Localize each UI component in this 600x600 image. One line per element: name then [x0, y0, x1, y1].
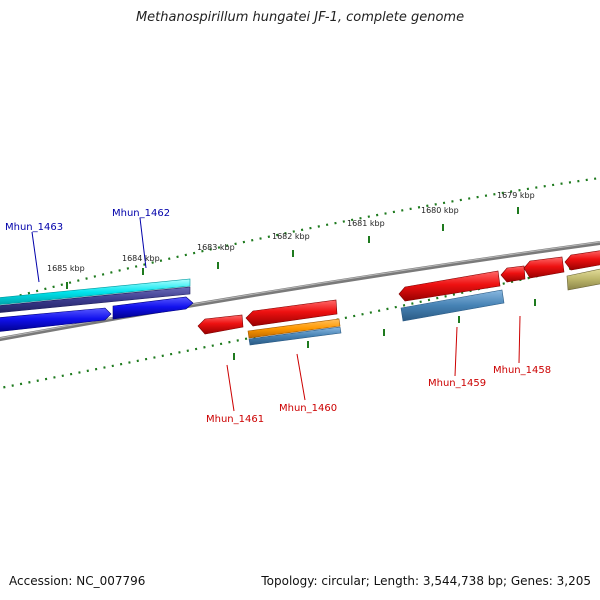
forward-leader-lines [31, 217, 147, 283]
tick-label-1679: 1679 kbp [497, 191, 535, 200]
cds-reverse-edge[interactable] [564, 250, 600, 271]
cds-forward-mhun-1463[interactable] [0, 307, 112, 332]
tick-label-1681: 1681 kbp [347, 219, 385, 228]
cds-reverse-mhun-1457[interactable] [523, 256, 565, 279]
cds-reverse-mhun-1461[interactable] [197, 314, 244, 335]
cds-reverse-mhun-1459[interactable] [398, 270, 501, 302]
gene-label-mhun-1463[interactable]: Mhun_1463 [5, 222, 63, 233]
feature-steel-band-1459[interactable] [400, 289, 505, 322]
tick-label-1684: 1684 kbp [122, 254, 160, 263]
inner-tick-ring [0, 260, 600, 390]
tick-label-1685: 1685 kbp [47, 264, 85, 273]
gene-label-mhun-1462[interactable]: Mhun_1462 [112, 208, 170, 219]
genome-stats-text: Topology: circular; Length: 3,544,738 bp… [261, 574, 591, 588]
feature-orange-band[interactable] [247, 318, 341, 339]
genome-backbone-highlight [0, 241, 600, 339]
cds-reverse-mhun-1460[interactable] [245, 299, 338, 327]
major-ticks-inner [233, 299, 536, 360]
tick-label-1680: 1680 kbp [421, 206, 459, 215]
genome-backbone [0, 241, 600, 342]
cds-reverse-mhun-1458[interactable] [500, 265, 526, 283]
map-title: Methanospirillum hungatei JF-1, complete… [135, 10, 465, 25]
accession-text: Accession: NC_007796 [9, 574, 146, 588]
gene-label-mhun-1460[interactable]: Mhun_1460 [279, 403, 337, 414]
gene-label-mhun-1459[interactable]: Mhun_1459 [428, 378, 486, 389]
cds-forward-mhun-1462[interactable] [112, 296, 194, 320]
gene-label-mhun-1458[interactable]: Mhun_1458 [493, 365, 551, 376]
major-ticks-outer [66, 207, 519, 289]
rna-feature-cyan[interactable] [0, 278, 191, 305]
tick-label-1682: 1682 kbp [272, 232, 310, 241]
feature-steel-band-1460[interactable] [248, 326, 342, 346]
feature-navy-band[interactable] [0, 286, 191, 313]
feature-khaki-band[interactable] [566, 268, 600, 291]
reverse-leader-lines [226, 315, 521, 412]
gene-label-mhun-1461[interactable]: Mhun_1461 [206, 414, 264, 425]
tick-label-1683: 1683 kbp [197, 243, 235, 252]
